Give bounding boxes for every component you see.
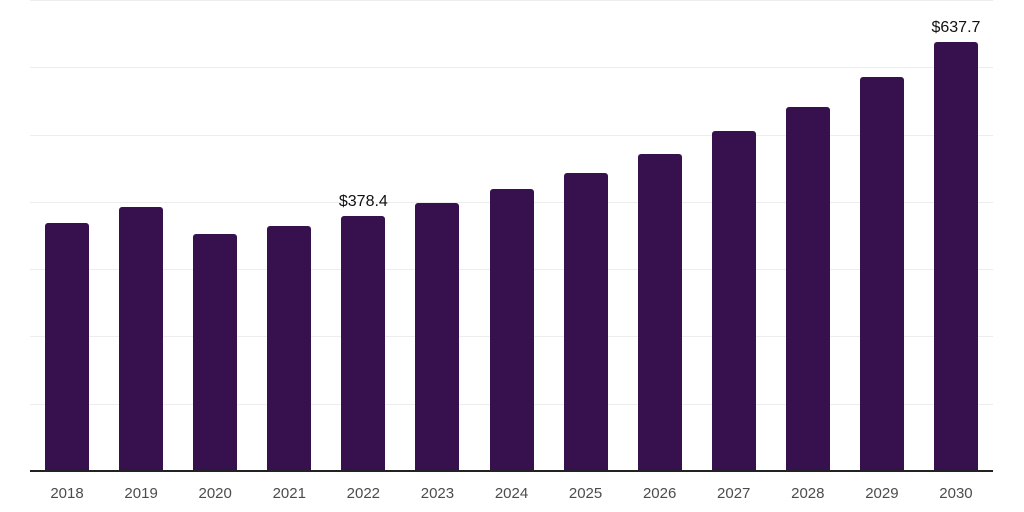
gridline [30,67,993,69]
x-tick-label-2021: 2021 [272,485,306,502]
gridline [30,134,993,136]
x-tick-label-2029: 2029 [865,485,899,502]
x-tick-label-2025: 2025 [568,485,603,502]
bar-2030 [933,41,978,471]
bar-2027 [711,130,756,471]
bar-2023 [415,202,460,471]
bar-2019 [119,206,164,471]
bar-2021 [267,226,312,471]
bar-2026 [637,153,682,471]
x-tick-label-2024: 2024 [494,485,529,502]
x-tick-label-2018: 2018 [50,485,84,502]
x-axis-line [30,470,993,472]
x-tick-label-2027: 2027 [717,485,751,502]
x-tick-label-2030: 2030 [939,485,973,502]
x-tick-label-2023: 2023 [420,485,455,502]
bar-2029 [859,76,904,471]
plot-area: 2018 2019 2020 2021 2022 2023 2024 2025 2026 2027… [30,0,993,502]
bar-2025 [563,172,608,471]
x-tick-label-2026: 2026 [642,485,677,502]
bar-2018 [45,223,90,471]
bar-2024 [489,189,534,471]
x-tick-label-2028: 2028 [791,485,825,502]
gridline [30,0,993,1]
bar-2020 [193,233,238,471]
bar-2022 [341,216,386,471]
bar-value-label-2030: $637.7 [931,18,981,36]
bar-2028 [785,107,830,471]
bar-value-label-2022: $378.4 [338,193,388,211]
x-tick-label-2020: 2020 [198,485,232,502]
x-tick-label-2019: 2019 [124,485,158,502]
x-tick-label-2022: 2022 [346,485,381,502]
